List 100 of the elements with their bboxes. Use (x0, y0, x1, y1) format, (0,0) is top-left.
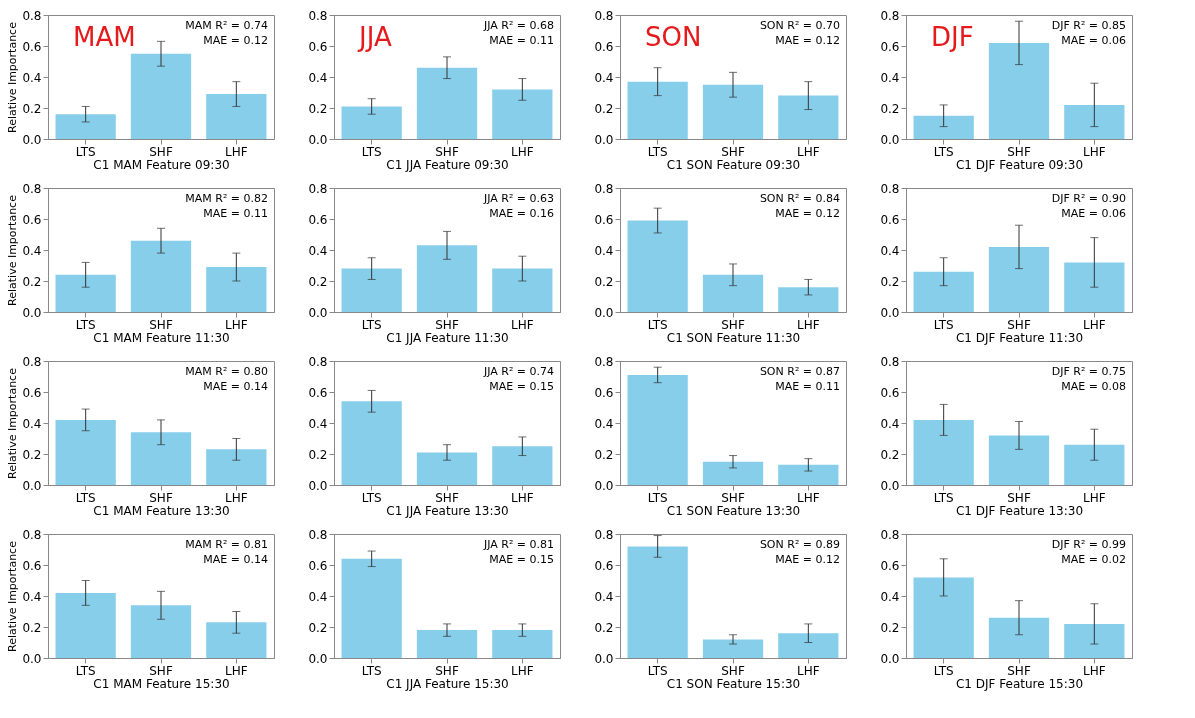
x-axis-title: C1 SON Feature 11:30 (666, 330, 801, 345)
x-tick-label: SHF (435, 490, 459, 505)
y-tick-label: 0.2 (880, 101, 900, 116)
x-tick-label: LHF (511, 317, 534, 332)
x-tick-label: LHF (1083, 317, 1106, 332)
x-tick-label: SHF (435, 663, 459, 678)
x-tick-label: LTS (647, 663, 668, 678)
x-tick-label: LHF (511, 663, 534, 678)
annotation: MAE = 0.06 (1061, 207, 1126, 220)
y-tick-label: 0.2 (880, 447, 900, 462)
x-tick-label: SHF (1007, 490, 1031, 505)
y-tick-label: 0.2 (594, 101, 614, 116)
y-tick-label: 0.8 (22, 181, 42, 196)
y-tick-label: 0.0 (308, 478, 328, 493)
bar (778, 95, 839, 139)
y-tick-label: 0.6 (308, 39, 328, 54)
bar (913, 115, 974, 139)
x-axis-title: C1 DJF Feature 11:30 (955, 330, 1084, 345)
y-tick-label: 0.8 (22, 354, 42, 369)
y-axis-title: Relative Importance (6, 540, 20, 652)
annotation: MAM R² = 0.74 (185, 19, 268, 32)
bar (1064, 104, 1125, 139)
bar (130, 605, 192, 658)
y-tick-label: 0.4 (880, 416, 900, 431)
x-tick-label: LHF (225, 490, 248, 505)
bar (130, 432, 192, 485)
annotation: MAE = 0.16 (489, 207, 554, 220)
y-tick-label: 0.4 (308, 589, 328, 604)
y-tick-label: 0.4 (22, 589, 42, 604)
y-tick-label: 0.4 (594, 589, 614, 604)
annotation: DJF R² = 0.99 (1051, 538, 1126, 551)
x-tick-label: LTS (75, 663, 96, 678)
annotation: SON R² = 0.84 (759, 192, 840, 205)
y-tick-label: 0.2 (308, 620, 328, 635)
y-tick-label: 0.2 (880, 620, 900, 635)
annotation: MAE = 0.08 (1061, 380, 1126, 393)
bar (627, 81, 688, 139)
y-tick-label: 0.4 (308, 243, 328, 258)
y-tick-label: 0.2 (308, 101, 328, 116)
y-tick-label: 0.4 (22, 243, 42, 258)
x-axis-title: C1 MAM Feature 09:30 (93, 157, 230, 172)
x-tick-label: SHF (435, 317, 459, 332)
x-tick-label: LHF (1083, 663, 1106, 678)
bar (778, 464, 839, 485)
bar (1064, 444, 1125, 485)
x-axis-title: C1 JJA Feature 13:30 (386, 503, 509, 518)
annotation: JJA R² = 0.68 (482, 19, 554, 32)
x-tick-label: LTS (361, 144, 382, 159)
bar (206, 622, 267, 658)
x-tick-label: LTS (75, 144, 96, 159)
y-tick-label: 0.2 (22, 620, 42, 635)
bar (1064, 623, 1125, 658)
annotation: MAM R² = 0.80 (185, 365, 268, 378)
bar (130, 240, 192, 312)
annotation: DJF R² = 0.85 (1051, 19, 1126, 32)
y-tick-label: 0.8 (594, 181, 614, 196)
bar (130, 53, 192, 139)
bar (416, 452, 478, 485)
annotation: DJF (931, 22, 974, 52)
y-tick-label: 0.8 (880, 181, 900, 196)
y-tick-label: 0.4 (22, 70, 42, 85)
x-tick-label: SHF (721, 663, 745, 678)
y-tick-label: 0.6 (22, 212, 42, 227)
x-axis-title: C1 JJA Feature 15:30 (386, 676, 509, 691)
y-tick-label: 0.0 (22, 478, 42, 493)
annotation: JJA R² = 0.74 (482, 365, 554, 378)
y-tick-label: 0.8 (308, 8, 328, 23)
annotation: MAE = 0.12 (775, 207, 840, 220)
annotation: MAE = 0.14 (203, 553, 268, 566)
x-axis-title: C1 MAM Feature 13:30 (93, 503, 230, 518)
y-tick-label: 0.2 (22, 447, 42, 462)
x-axis-title: C1 MAM Feature 11:30 (93, 330, 230, 345)
y-tick-label: 0.6 (22, 385, 42, 400)
y-tick-label: 0.0 (594, 651, 614, 666)
x-tick-label: SHF (435, 144, 459, 159)
x-tick-label: LHF (797, 317, 820, 332)
annotation: JJA R² = 0.63 (482, 192, 554, 205)
bar (627, 546, 688, 658)
y-tick-label: 0.0 (594, 305, 614, 320)
y-tick-label: 0.6 (880, 212, 900, 227)
annotation: MAM (73, 22, 136, 52)
x-axis-title: C1 MAM Feature 15:30 (93, 676, 230, 691)
x-tick-label: SHF (721, 144, 745, 159)
bar (702, 461, 764, 485)
y-axis-title: Relative Importance (6, 21, 20, 133)
bar (55, 592, 116, 658)
y-tick-label: 0.4 (880, 243, 900, 258)
x-axis-title: C1 JJA Feature 09:30 (386, 157, 509, 172)
x-tick-label: LTS (361, 317, 382, 332)
y-tick-label: 0.0 (308, 651, 328, 666)
y-tick-label: 0.8 (594, 527, 614, 542)
x-axis-title: C1 DJF Feature 13:30 (955, 503, 1084, 518)
x-tick-label: LTS (933, 144, 954, 159)
annotation: DJF R² = 0.75 (1051, 365, 1126, 378)
y-tick-label: 0.0 (22, 651, 42, 666)
x-tick-label: SHF (149, 317, 173, 332)
y-tick-label: 0.6 (594, 558, 614, 573)
bar (913, 577, 974, 658)
y-axis-title: Relative Importance (6, 194, 20, 306)
y-tick-label: 0.0 (22, 132, 42, 147)
